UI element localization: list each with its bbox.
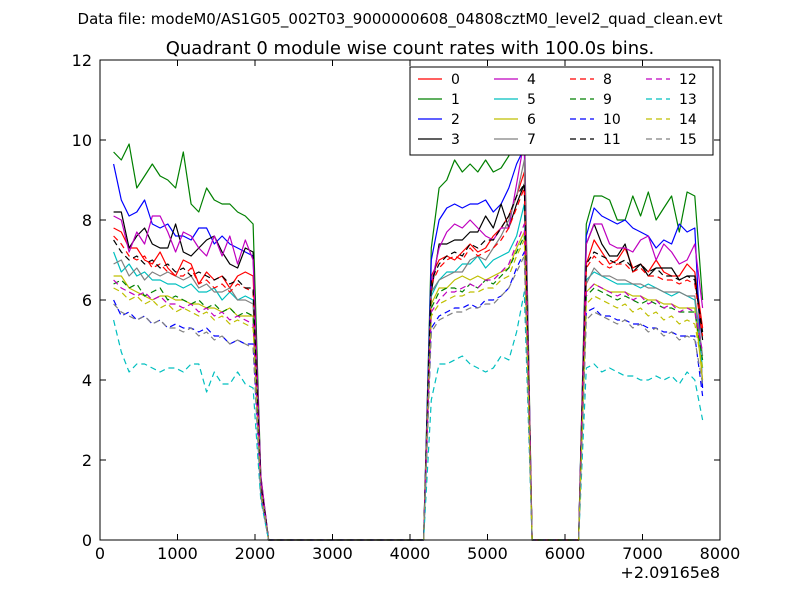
legend-label-15: 15 [679, 132, 697, 148]
x-tick-label: 4000 [390, 544, 431, 563]
y-tick-label: 10 [72, 131, 92, 150]
legend-label-11: 11 [603, 132, 621, 148]
x-tick-label: 1000 [157, 544, 198, 563]
y-tick-label: 12 [72, 51, 92, 70]
y-tick-label: 0 [82, 531, 92, 550]
legend-label-14: 14 [679, 112, 697, 128]
y-tick-label: 8 [82, 211, 92, 230]
legend-label-9: 9 [603, 92, 612, 108]
legend-label-3: 3 [451, 132, 460, 148]
legend-label-8: 8 [603, 72, 612, 88]
legend-label-13: 13 [679, 92, 697, 108]
legend-label-2: 2 [451, 112, 460, 128]
y-tick-label: 4 [82, 371, 92, 390]
x-tick-label: 0 [95, 544, 105, 563]
x-tick-label: 8000 [700, 544, 741, 563]
x-tick-label: 2000 [235, 544, 276, 563]
legend-label-6: 6 [527, 112, 536, 128]
legend-label-1: 1 [451, 92, 460, 108]
legend-label-12: 12 [679, 72, 697, 88]
x-tick-label: 5000 [467, 544, 508, 563]
legend-label-10: 10 [603, 112, 621, 128]
x-tick-label: 3000 [312, 544, 353, 563]
legend-label-7: 7 [527, 132, 536, 148]
axis-ticks: 0 1000 2000 3000 4000 5000 6000 7000 80000246810… [72, 51, 741, 563]
legend-label-4: 4 [527, 72, 536, 88]
chart-title: Quadrant 0 module wise count rates with … [166, 38, 655, 59]
series-line-12 [113, 223, 704, 541]
x-tick-label: 7000 [622, 544, 663, 563]
legend-label-5: 5 [527, 92, 536, 108]
x-axis-offset-label: +2.09165e8 [620, 563, 720, 582]
y-tick-label: 6 [82, 291, 92, 310]
x-tick-label: 6000 [545, 544, 586, 563]
chart-suptitle: Data file: modeM0/AS1G05_002T03_90000006… [78, 10, 723, 29]
legend-box [409, 66, 714, 156]
y-tick-label: 2 [82, 451, 92, 470]
series-line-13 [113, 291, 704, 541]
legend-label-0: 0 [451, 72, 460, 88]
